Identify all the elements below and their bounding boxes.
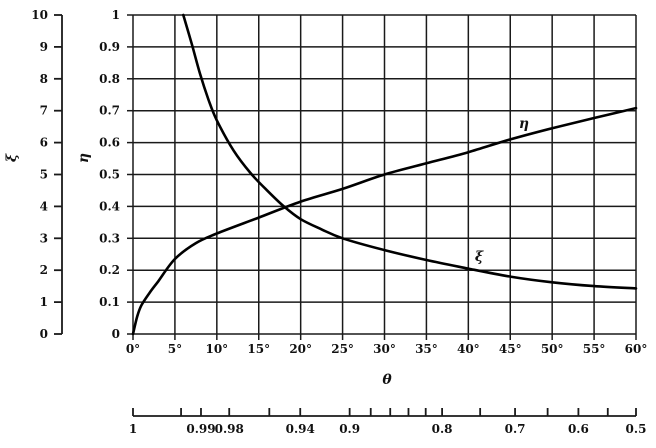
xi-tick-label: 10 (31, 8, 48, 22)
theta-tick-label: 55° (583, 342, 606, 356)
xi-tick-label: 3 (40, 231, 48, 245)
eta-axis-letter: η (76, 153, 92, 163)
eta-tick-label: 0.1 (99, 295, 120, 309)
cos-tick-label: 0.5 (626, 422, 647, 436)
eta-tick-label: 0.9 (99, 40, 120, 54)
eta-tick-label: 0.4 (99, 199, 120, 213)
curve-eta (131, 106, 638, 336)
cos-tick-label: 0.98 (215, 422, 244, 436)
xi-tick-label: 1 (40, 295, 48, 309)
theta-tick-label: 50° (541, 342, 564, 356)
eta-tick-label: 0.2 (99, 263, 120, 277)
cos-scale-layer: 1 0.99 0.98 0.94 0.9 0.8 0.7 0.6 0.5 (129, 408, 647, 436)
eta-tick-label: 0 (112, 327, 120, 341)
cos-tick-label: 1 (129, 422, 137, 436)
theta-axis-letter: θ (382, 372, 392, 388)
xi-axis-letter: ξ (4, 153, 20, 162)
axes-layer: 0° 5° 10° 15° 20° 25° 30° 35° 40° 45° 50° 55° 60° 0 0.… (31, 8, 647, 356)
theta-tick-label: 40° (457, 342, 480, 356)
xi-tick-label: 0 (40, 327, 48, 341)
theta-tick-label: 45° (499, 342, 522, 356)
theta-tick-label: 5° (168, 342, 182, 356)
theta-tick-label: 30° (373, 342, 396, 356)
theta-tick-label: 35° (415, 342, 438, 356)
cos-tick-label: 0.6 (568, 422, 589, 436)
xi-tick-label: 8 (40, 72, 48, 86)
eta-tick-label: 1 (112, 8, 120, 22)
xi-tick-label: 6 (40, 136, 48, 150)
curve-xi (182, 13, 638, 290)
theta-tick-label: 25° (331, 342, 354, 356)
theta-tick-label: 20° (289, 342, 312, 356)
cos-tick-label: 0.99 (186, 422, 215, 436)
theta-tick-label: 60° (625, 342, 648, 356)
xi-tick-label: 9 (40, 40, 48, 54)
eta-tick-label: 0.6 (99, 136, 120, 150)
xi-tick-label: 2 (40, 263, 48, 277)
cos-tick-label: 0.7 (505, 422, 526, 436)
cos-tick-label: 0.9 (339, 422, 360, 436)
theta-tick-label: 0° (126, 342, 140, 356)
cos-tick-label: 0.8 (432, 422, 453, 436)
eta-tick-label: 0.7 (99, 104, 120, 118)
curves-layer (131, 13, 638, 336)
cos-tick-label: 0.94 (286, 422, 315, 436)
xi-tick-label: 4 (40, 199, 48, 213)
eta-tick-label: 0.3 (99, 231, 120, 245)
theta-tick-label: 15° (247, 342, 270, 356)
curve-label-xi: ξ (475, 249, 484, 265)
theta-tick-label: 10° (205, 342, 228, 356)
curve-label-eta: η (519, 116, 529, 132)
eta-tick-label: 0.8 (99, 72, 120, 86)
eta-tick-label: 0.5 (99, 168, 120, 182)
xi-tick-label: 7 (40, 104, 48, 118)
xi-tick-label: 5 (40, 168, 48, 182)
